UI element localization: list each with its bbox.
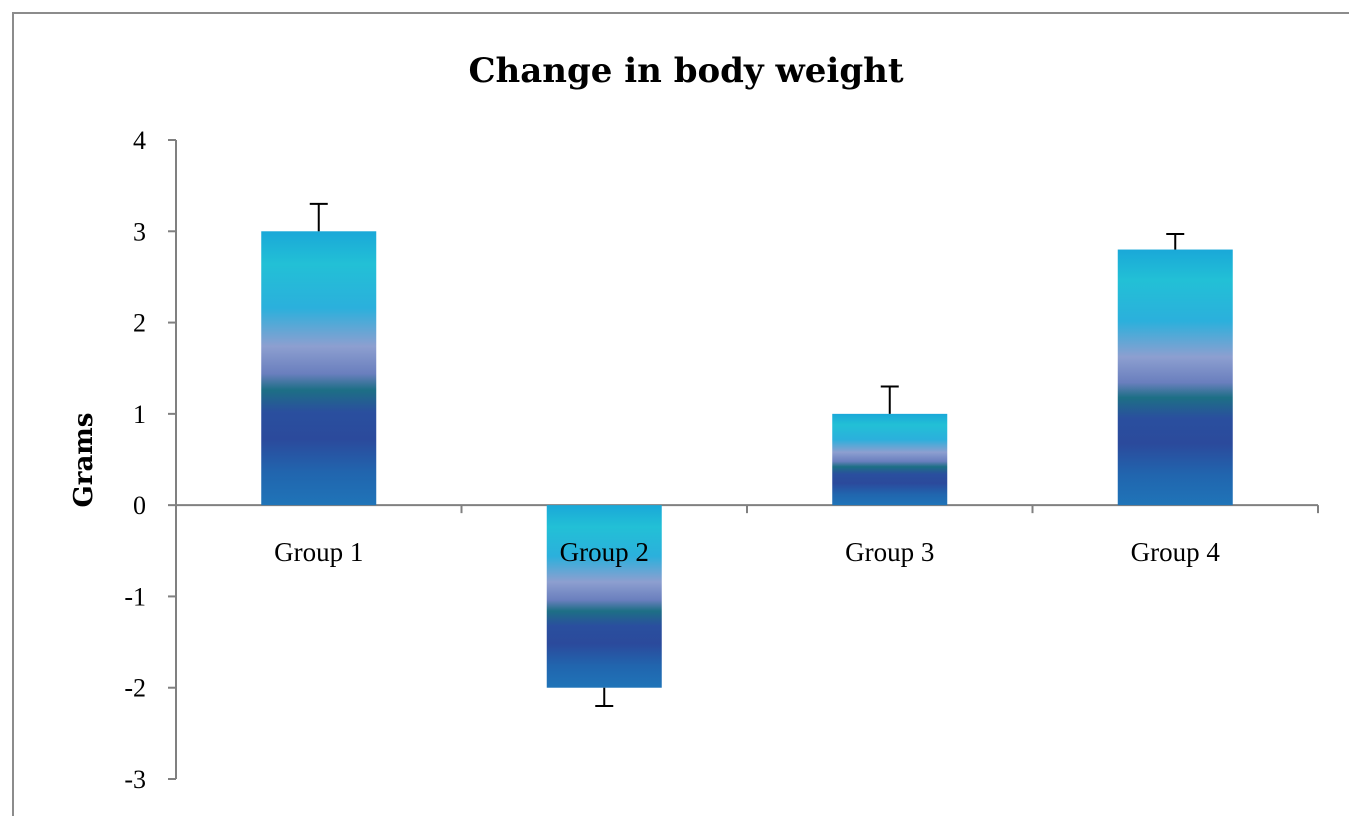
y-tick-label: 0 [133, 491, 146, 520]
bar [261, 231, 377, 506]
category-labels: Group 1 Group 2 Group 3 Group 4 [274, 537, 1220, 567]
y-tick-label: 2 [133, 309, 146, 338]
category-label: Group 1 [274, 537, 363, 567]
category-label: Group 4 [1131, 537, 1221, 567]
category-label: Group 2 [560, 537, 649, 567]
bars [261, 231, 1233, 688]
bar [1117, 249, 1233, 506]
y-axis-label: Grams [69, 413, 99, 508]
error-bars [309, 202, 1185, 707]
bar [546, 505, 662, 688]
category-label: Group 3 [845, 537, 934, 567]
y-tick-label: 1 [133, 400, 146, 429]
chart-title: Change in body weight [468, 51, 903, 91]
y-tick-label: -1 [124, 582, 146, 611]
y-tick-label: -2 [124, 674, 146, 703]
y-tick-label: 3 [133, 217, 146, 246]
bar [832, 413, 948, 506]
y-tick-labels: 4 3 2 1 0 -1 -2 -3 [124, 126, 146, 794]
y-tick-label: -3 [124, 765, 146, 794]
y-tick-label: 4 [133, 126, 146, 155]
